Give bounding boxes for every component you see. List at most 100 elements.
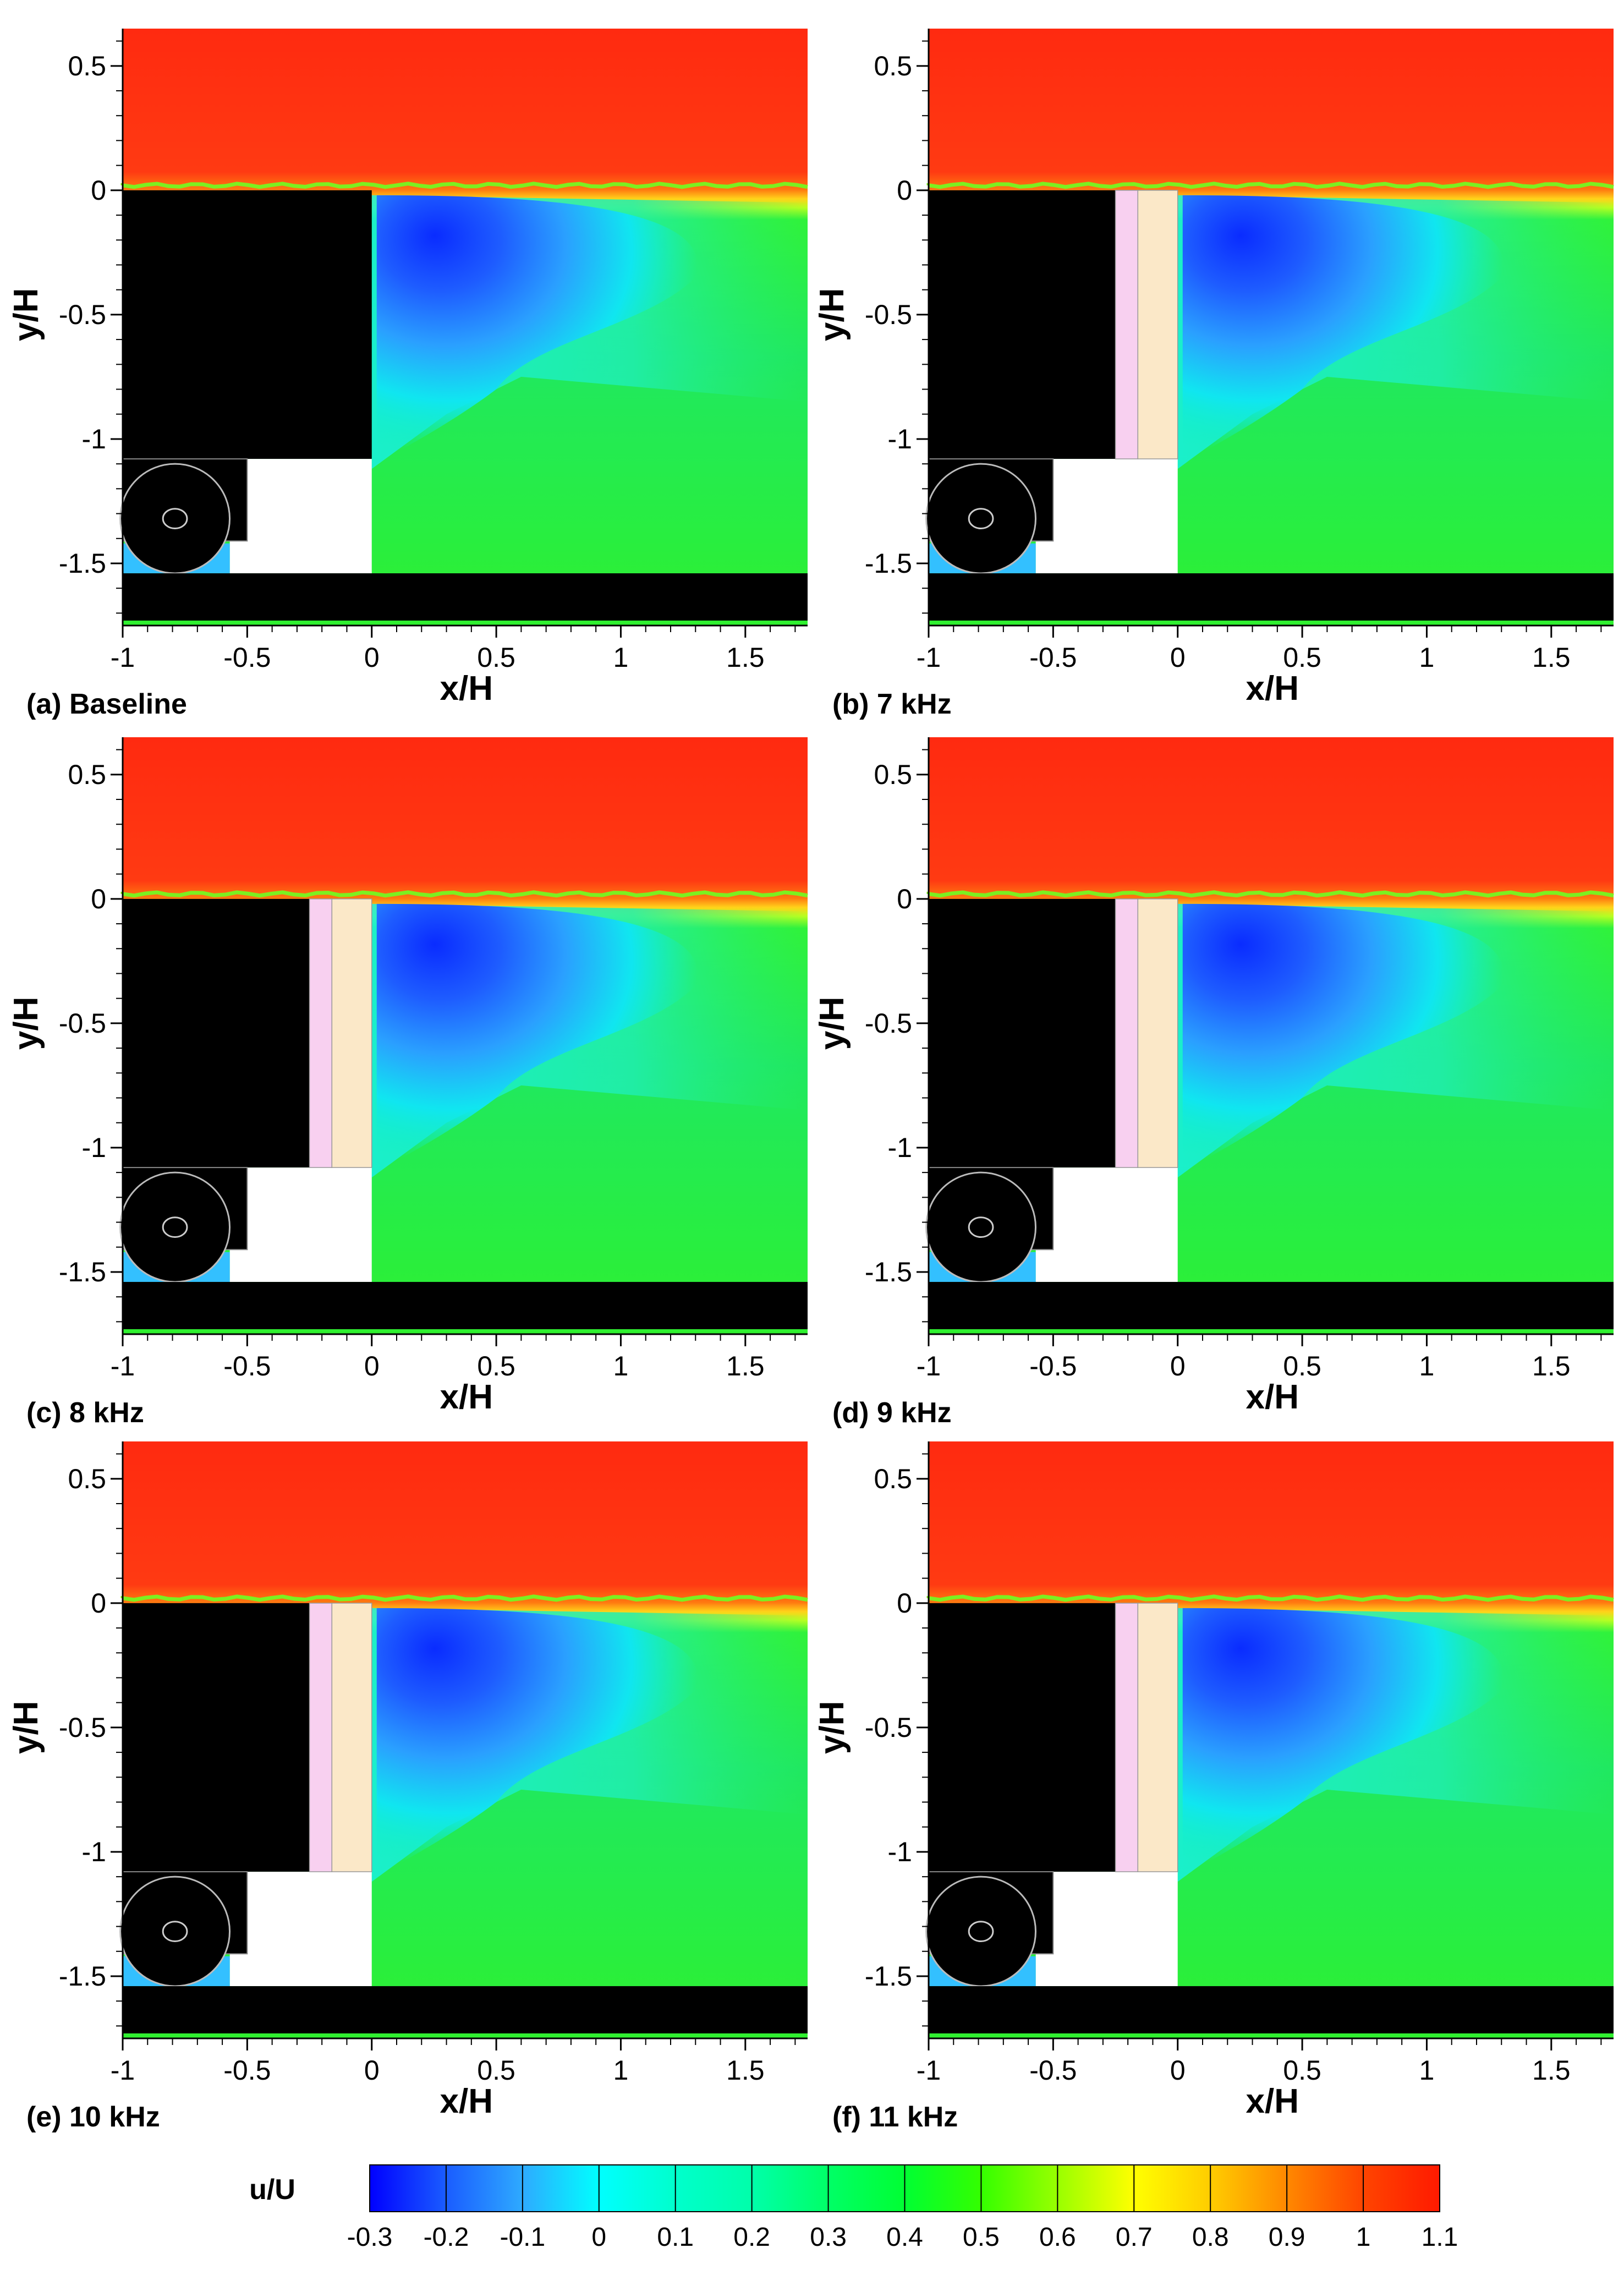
recirculation-region [1182,903,1504,1173]
panel-caption: (f) 11 kHz [832,2101,958,2133]
x-tick-label: -1 [917,642,941,673]
shear-layer [120,1594,808,1602]
x-tick-label: 1 [613,1351,629,1381]
ground-plane [123,573,808,621]
colorbar-tick-label: 0.8 [1192,2223,1229,2252]
shear-layer [926,182,1614,189]
panel-caption: (b) 7 kHz [832,688,952,720]
x-axis-title: x/H [440,1378,493,1416]
x-tick-label: 1 [1419,2055,1435,2086]
x-tick-label: 1.5 [1532,642,1571,673]
underbody-gap [229,459,372,574]
x-tick-label: -0.5 [223,1351,271,1381]
panel-d: -1 -0.5 0 0.5 1 1.5 0.5 0 -0.5 -1 -1.5 x/H y/H (d) 9 … [813,737,1614,1429]
y-tick-label: -0.5 [865,299,912,330]
underbody-gap [1035,459,1178,574]
y-axis-title: y/H [813,997,851,1050]
x-axis-title: x/H [1246,1378,1299,1416]
x-tick-label: -1 [917,2055,941,2086]
wheel-icon [925,1171,1037,1283]
panel-caption: (c) 8 kHz [26,1397,144,1429]
x-tick-label: 0.5 [477,642,515,673]
wheel-icon [119,1876,231,1987]
x-tick-label: 0 [1170,1351,1186,1381]
actuator-strip-pink [309,898,333,1168]
panel-caption: (d) 9 kHz [832,1397,952,1429]
x-tick-label: -1 [111,642,135,673]
colorbar-tick-label: 0.2 [733,2223,770,2252]
wheel-hub [162,508,188,530]
wheel-hub [162,1216,188,1238]
recirculation-region [1182,1608,1504,1877]
y-tick-label: -0.5 [59,1712,106,1743]
x-tick-label: 1 [613,2055,629,2086]
x-tick-label: 1 [1419,642,1435,673]
colorbar-tick-label: -0.3 [347,2223,393,2252]
wheel-hub [968,1921,994,1943]
x-axis-title: x/H [1246,670,1299,708]
x-tick-label: 0 [364,1351,380,1381]
y-axis-title: y/H [7,997,45,1050]
y-tick-label: 0.5 [874,1463,912,1494]
y-tick-label: 0 [91,1588,106,1619]
x-tick-label: 0.5 [477,2055,515,2086]
colorbar-tick-label: 1 [1356,2223,1371,2252]
panel-caption: (a) Baseline [26,688,187,720]
panel-c: -1 -0.5 0 0.5 1 1.5 0.5 0 -0.5 -1 -1.5 x/H y/H (c) 8 … [7,737,808,1429]
shear-layer [926,890,1614,898]
panel-b: -1 -0.5 0 0.5 1 1.5 0.5 0 -0.5 -1 -1.5 x/H y/H (b) 7 … [813,29,1614,720]
y-tick-label: 0 [91,884,106,914]
actuator-strip-pink [309,1603,333,1872]
panel-a: -1 -0.5 0 0.5 1 1.5 0.5 0 -0.5 -1 -1.5 x/H y/H (a) Ba… [7,29,808,720]
y-axis-title: y/H [813,288,851,341]
ground-plane [929,1986,1614,2033]
y-tick-label: 0 [897,884,912,914]
y-tick-label: -0.5 [59,1008,106,1039]
y-axis-title: y/H [7,1701,45,1754]
y-tick-label: -1 [82,1836,106,1867]
y-tick-label: 0.5 [874,759,912,790]
x-tick-label: 1.5 [1532,1351,1571,1381]
x-tick-label: 1.5 [726,2055,765,2086]
ground-plane [123,1282,808,1329]
actuator-strip-cream [1137,1603,1178,1872]
y-tick-label: -1.5 [59,548,106,579]
actuator-strip-cream [1137,190,1178,459]
underbody-gap [229,1872,372,1987]
wheel-icon [119,463,231,574]
x-tick-label: 0 [1170,2055,1186,2086]
shear-layer [120,890,808,898]
y-tick-label: -1.5 [865,1961,912,1992]
y-tick-label: -1 [82,424,106,454]
actuator-strip-pink [1115,1603,1139,1872]
wheel-icon [119,1171,231,1283]
x-tick-label: 1.5 [1532,2055,1571,2086]
colorbar-tick-label: 0.6 [1039,2223,1076,2252]
x-tick-label: 0.5 [1283,2055,1321,2086]
x-axis-title: x/H [440,670,493,708]
actuator-strip-pink [1115,898,1139,1168]
ground-plane [123,1986,808,2033]
underbody-gap [1035,1872,1178,1987]
colorbar-tick-label: 0.1 [657,2223,694,2252]
x-tick-label: 1.5 [726,642,765,673]
colorbar-tick-label: 0 [591,2223,606,2252]
x-tick-label: -0.5 [1029,1351,1077,1381]
x-tick-label: 1 [1419,1351,1435,1381]
ground-plane [929,1282,1614,1329]
actuator-strip-pink [1115,190,1139,459]
y-tick-label: -1.5 [59,1961,106,1992]
y-tick-label: 0.5 [68,759,106,790]
y-tick-label: -1.5 [865,1257,912,1287]
colorbar-tick-label: -0.1 [500,2223,545,2252]
x-axis-title: x/H [1246,2082,1299,2120]
colorbar-label: u/U [249,2174,295,2206]
colorbar-tick-label: 0.5 [963,2223,1000,2252]
y-axis-title: y/H [7,288,45,341]
wheel-hub [968,508,994,530]
panel-caption: (e) 10 kHz [26,2101,160,2133]
y-axis-title: y/H [813,1701,851,1754]
x-tick-label: -1 [917,1351,941,1381]
y-tick-label: -1 [888,424,912,454]
